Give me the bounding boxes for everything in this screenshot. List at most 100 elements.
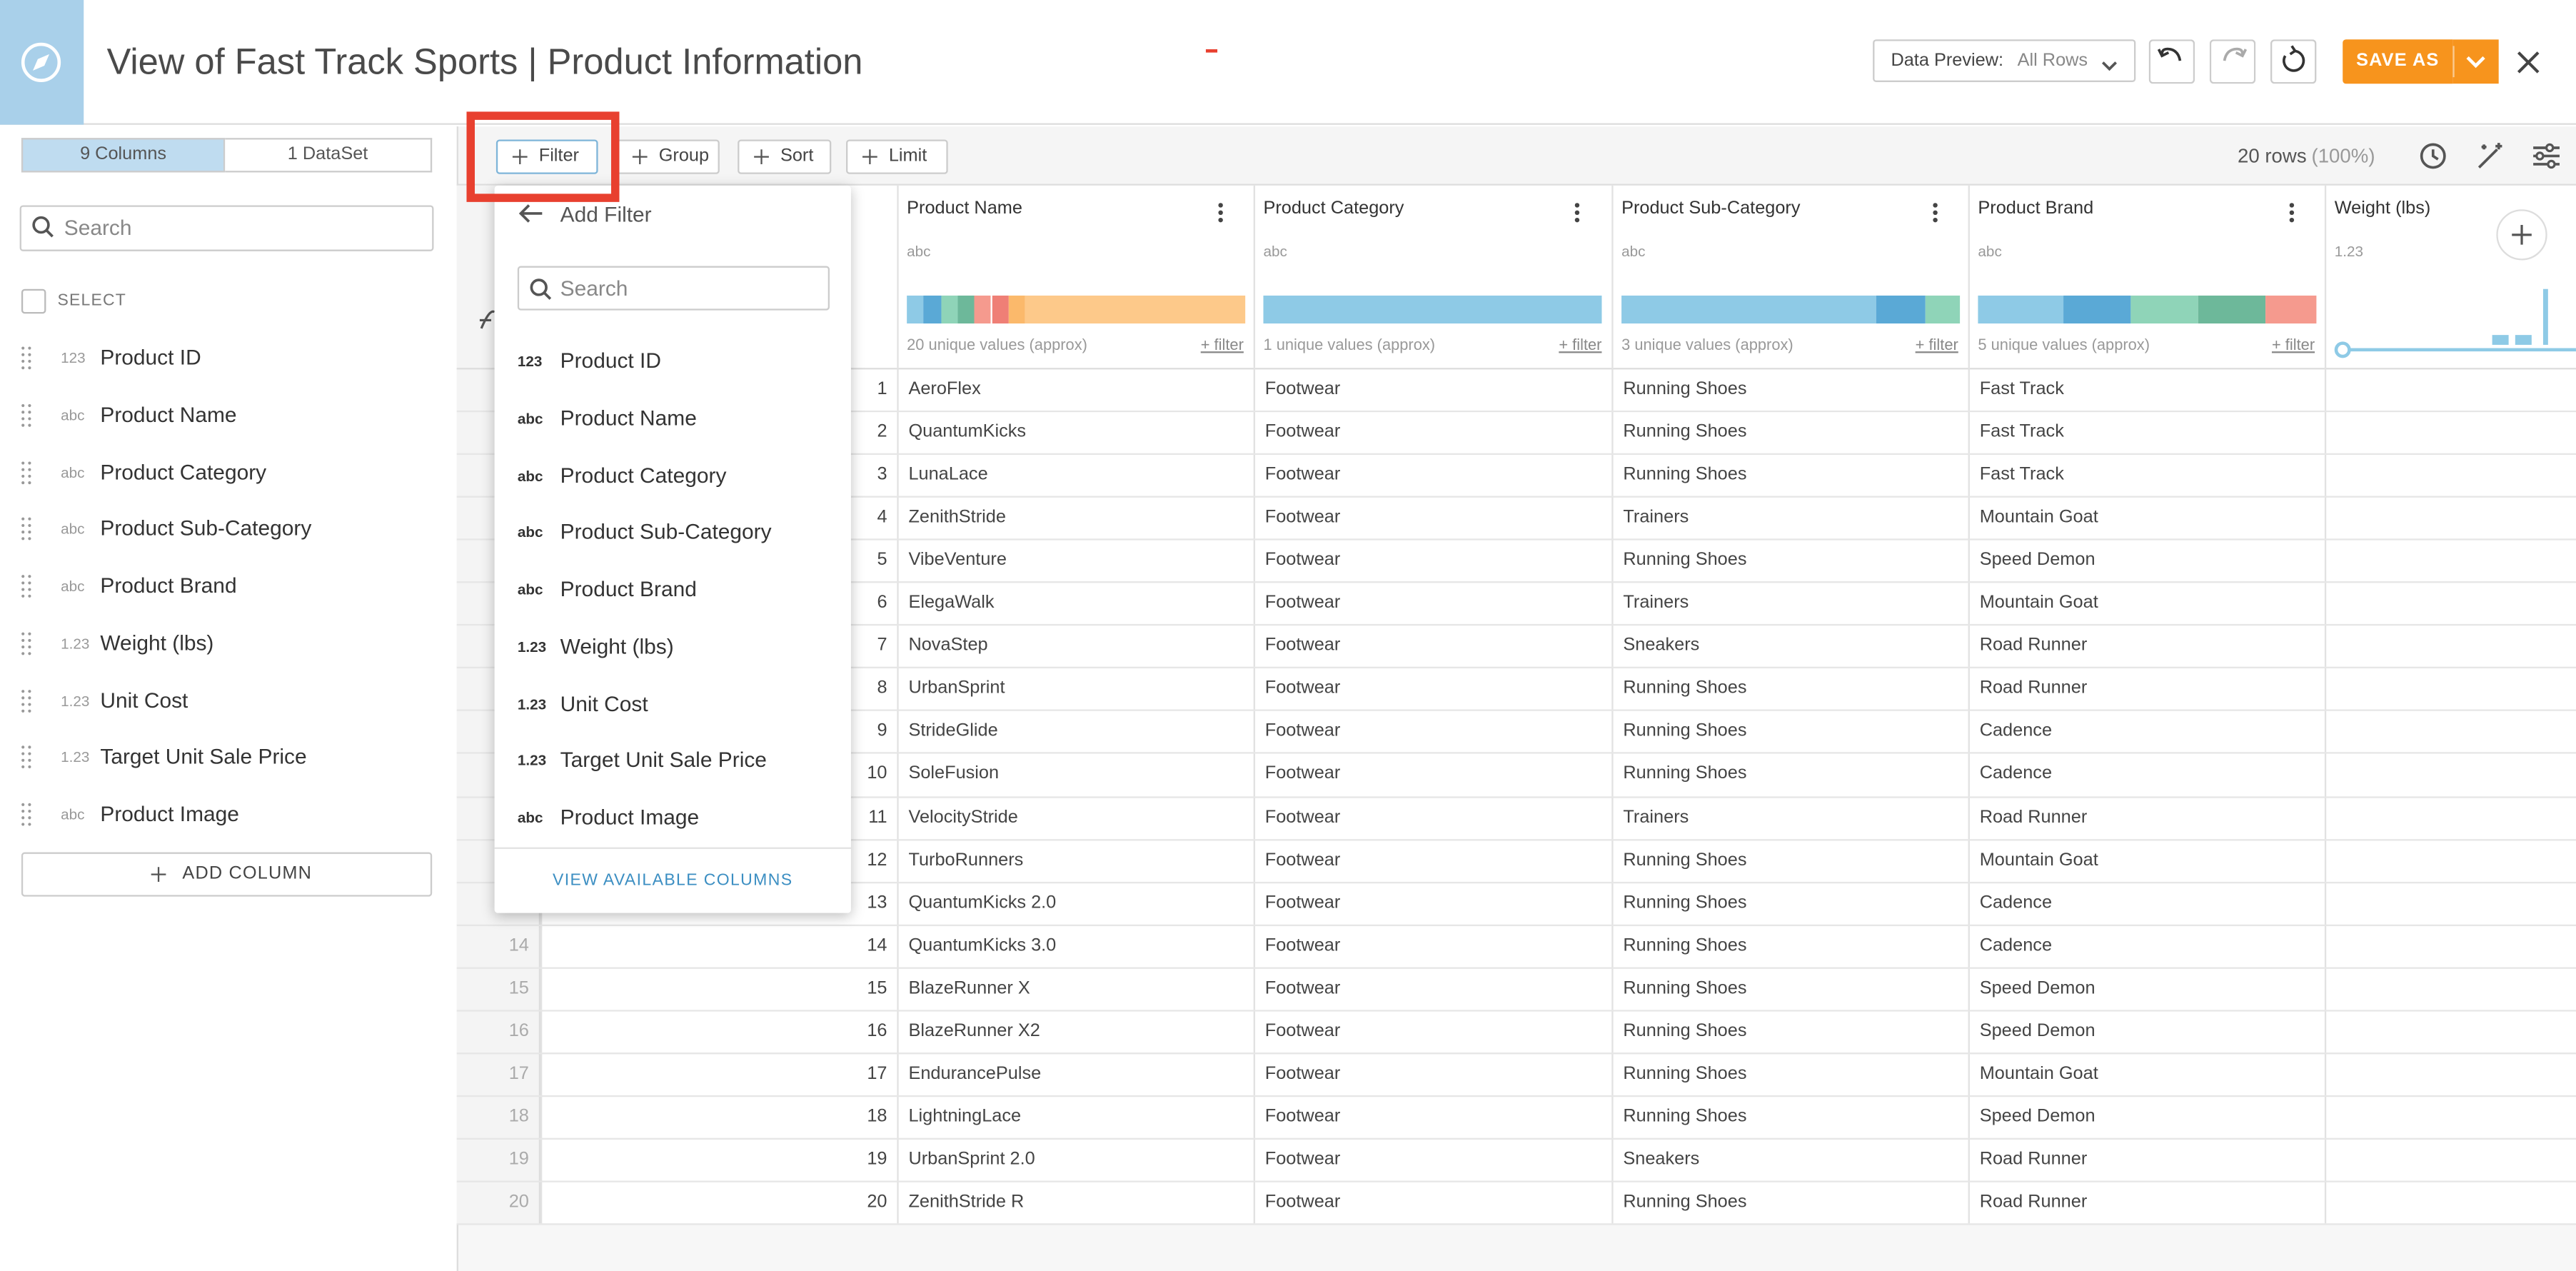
- summary-bar: [1008, 295, 1026, 324]
- row-divider: [456, 1223, 2576, 1225]
- filter-item[interactable]: Unit Cost: [560, 690, 648, 715]
- row-divider: [456, 838, 2576, 840]
- filter-item[interactable]: Target Unit Sale Price: [560, 747, 767, 773]
- cell: QuantumKicks 2.0: [908, 893, 1057, 913]
- drag-handle[interactable]: [20, 573, 33, 600]
- column-header[interactable]: Product Name: [907, 199, 1022, 218]
- view-columns-link[interactable]: VIEW AVAILABLE COLUMNS: [553, 872, 793, 890]
- cell: 15: [867, 978, 887, 998]
- filter-item[interactable]: Product ID: [560, 348, 661, 373]
- toolbar-button[interactable]: Sort: [738, 139, 832, 174]
- filter-link[interactable]: + filter: [1200, 336, 1244, 355]
- column-name[interactable]: Product Sub-Category: [100, 516, 312, 541]
- row-divider: [456, 1009, 2576, 1012]
- magic-button-glyph: [2477, 143, 2502, 169]
- histogram-bar: [2492, 335, 2509, 345]
- filter-search[interactable]: Search: [517, 266, 830, 311]
- summary-bar: [1978, 295, 2063, 324]
- column-header[interactable]: Product Sub-Category: [1621, 199, 1801, 218]
- drag-handle[interactable]: [20, 687, 33, 713]
- filter-link[interactable]: + filter: [1559, 336, 1602, 355]
- cell: 1: [877, 379, 887, 399]
- summary-bar: [1875, 295, 1926, 324]
- preview-label: Data Preview:: [1891, 51, 2004, 71]
- column-menu-glyph: [1574, 203, 1580, 223]
- settings-button[interactable]: [2530, 141, 2563, 171]
- filter-item[interactable]: Product Sub-Category: [560, 519, 772, 544]
- sidebar-search[interactable]: Search: [19, 205, 434, 251]
- row-divider: [456, 624, 2576, 626]
- column-menu[interactable]: [2285, 201, 2298, 225]
- summary-bar: [1621, 295, 1876, 324]
- drag-handle[interactable]: [20, 345, 33, 371]
- drag-handle[interactable]: [20, 459, 33, 486]
- data-preview-dropdown[interactable]: Data Preview: All Rows: [1873, 39, 2136, 82]
- cell: 9: [877, 721, 887, 742]
- drag-handle[interactable]: [20, 516, 33, 543]
- search-placeholder: Search: [64, 215, 132, 240]
- back-arrow[interactable]: [518, 202, 544, 225]
- column-header[interactable]: Product Category: [1263, 199, 1404, 218]
- drag-handle[interactable]: [20, 402, 33, 428]
- add-column-button[interactable]: ADD COLUMN: [21, 852, 433, 897]
- column-type: abc: [61, 406, 85, 423]
- cell: 3: [877, 465, 887, 485]
- select-checkbox[interactable]: [21, 288, 46, 314]
- toolbar-button[interactable]: Group: [615, 139, 720, 174]
- column-header[interactable]: Weight (lbs): [2334, 199, 2431, 218]
- histogram-bar: [2515, 335, 2532, 345]
- column-header[interactable]: Product Brand: [1978, 199, 2094, 218]
- close-button[interactable]: [2515, 49, 2542, 76]
- filter-item[interactable]: Product Name: [560, 405, 697, 430]
- column-menu[interactable]: [1928, 201, 1941, 225]
- drag-handle-glyph: [21, 688, 31, 712]
- column-name[interactable]: Product Category: [100, 458, 267, 484]
- cell: LightningLace: [908, 1106, 1022, 1127]
- filter-link[interactable]: + filter: [2271, 336, 2315, 355]
- column-name[interactable]: Target Unit Sale Price: [100, 744, 307, 769]
- drag-handle[interactable]: [20, 801, 33, 828]
- filter-item[interactable]: Product Category: [560, 462, 727, 487]
- column-type: abc: [1263, 243, 1287, 260]
- summary-bar: [940, 295, 958, 324]
- column-name[interactable]: Product Name: [100, 401, 237, 427]
- filter-item-type: abc: [517, 524, 543, 541]
- cell: Running Shoes: [1623, 678, 1747, 699]
- history-button[interactable]: [2415, 141, 2447, 171]
- column-name[interactable]: Product Brand: [100, 573, 237, 598]
- cell: BlazeRunner X: [908, 978, 1030, 998]
- undo-button[interactable]: [2148, 39, 2195, 84]
- filter-item-type: 1.23: [517, 638, 547, 655]
- column-type: abc: [61, 463, 85, 481]
- search-icon: [31, 215, 54, 238]
- column-name[interactable]: Product Image: [100, 801, 239, 826]
- toolbar-button[interactable]: Limit: [846, 139, 948, 174]
- row-divider: [456, 710, 2576, 712]
- column-menu[interactable]: [1214, 201, 1227, 225]
- save-as-menu[interactable]: [2452, 39, 2499, 84]
- drag-handle[interactable]: [20, 744, 33, 770]
- range-handle[interactable]: [2334, 341, 2351, 358]
- column-name[interactable]: Product ID: [100, 344, 201, 370]
- column-name[interactable]: Weight (lbs): [100, 630, 214, 655]
- add-column-circle[interactable]: [2494, 207, 2550, 263]
- save-as-button[interactable]: SAVE AS: [2343, 39, 2453, 84]
- sidebar-tab[interactable]: 9 Columns: [21, 138, 226, 173]
- filter-item[interactable]: Product Image: [560, 804, 700, 830]
- cell: 13: [867, 893, 887, 913]
- toolbar-button[interactable]: Filter: [495, 139, 598, 174]
- sidebar-tab[interactable]: 1 DataSet: [225, 138, 433, 173]
- filter-item[interactable]: Weight (lbs): [560, 633, 674, 658]
- filter-item[interactable]: Product Brand: [560, 576, 697, 601]
- cell: TurboRunners: [908, 850, 1024, 870]
- filter-link[interactable]: + filter: [1915, 336, 1958, 355]
- redo-button[interactable]: [2209, 39, 2256, 84]
- drag-handle[interactable]: [20, 631, 33, 657]
- column-name[interactable]: Unit Cost: [100, 687, 188, 712]
- row-count: 20 rows: [2237, 144, 2307, 168]
- reset-button[interactable]: [2270, 39, 2317, 84]
- row-number: 18: [508, 1106, 529, 1127]
- column-menu[interactable]: [1571, 201, 1584, 225]
- magic-button[interactable]: [2474, 141, 2507, 171]
